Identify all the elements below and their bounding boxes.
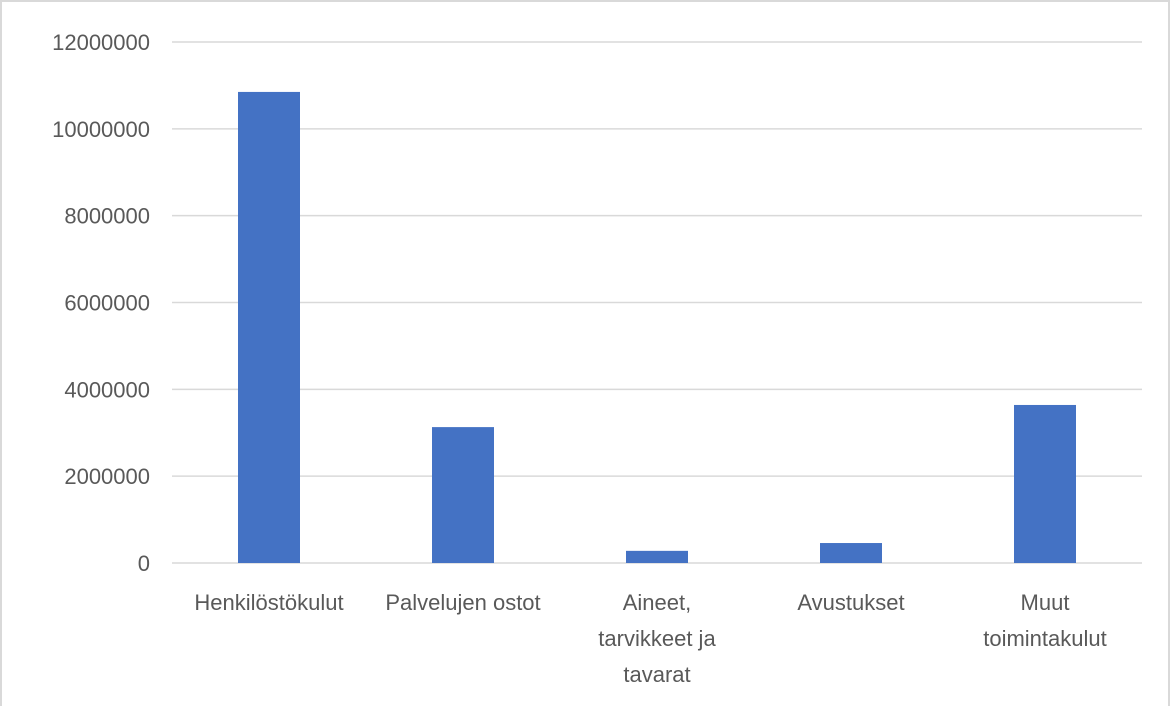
y-tick-label: 4000000 bbox=[64, 377, 150, 402]
x-category-label-line: toimintakulut bbox=[983, 626, 1107, 651]
bar bbox=[238, 91, 300, 563]
x-category-label: Aineet, tarvikkeet ja tavarat bbox=[598, 590, 716, 687]
gridlines bbox=[172, 41, 1142, 564]
x-axis-labels: Henkilöstökulut Palvelujen ostot Aineet, ta… bbox=[194, 590, 1106, 687]
bar bbox=[820, 543, 882, 563]
x-category-label-line: tavarat bbox=[623, 662, 690, 687]
y-axis-ticks: 0 2000000 4000000 6000000 8000000 10000000 120… bbox=[52, 30, 150, 576]
bar bbox=[626, 550, 688, 563]
y-tick-label: 12000000 bbox=[52, 30, 150, 55]
x-category-label: Palvelujen ostot bbox=[385, 590, 540, 615]
bars bbox=[238, 91, 1076, 563]
y-tick-label: 6000000 bbox=[64, 291, 150, 316]
x-category-label-line: Muut bbox=[1021, 590, 1070, 615]
y-tick-label: 8000000 bbox=[64, 204, 150, 229]
y-tick-label: 10000000 bbox=[52, 117, 150, 142]
bar bbox=[1014, 404, 1076, 563]
y-tick-label: 0 bbox=[138, 551, 150, 576]
x-category-label-line: Henkilöstökulut bbox=[194, 590, 343, 615]
x-category-label: Henkilöstökulut bbox=[194, 590, 343, 615]
x-category-label-line: Aineet, bbox=[623, 590, 692, 615]
x-category-label: Avustukset bbox=[797, 590, 904, 615]
x-category-label: Muut toimintakulut bbox=[983, 590, 1107, 651]
y-tick-label: 2000000 bbox=[64, 464, 150, 489]
x-category-label-line: tarvikkeet ja bbox=[598, 626, 716, 651]
bar bbox=[432, 427, 494, 563]
x-category-label-line: Avustukset bbox=[797, 590, 904, 615]
x-category-label-line: Palvelujen ostot bbox=[385, 590, 540, 615]
